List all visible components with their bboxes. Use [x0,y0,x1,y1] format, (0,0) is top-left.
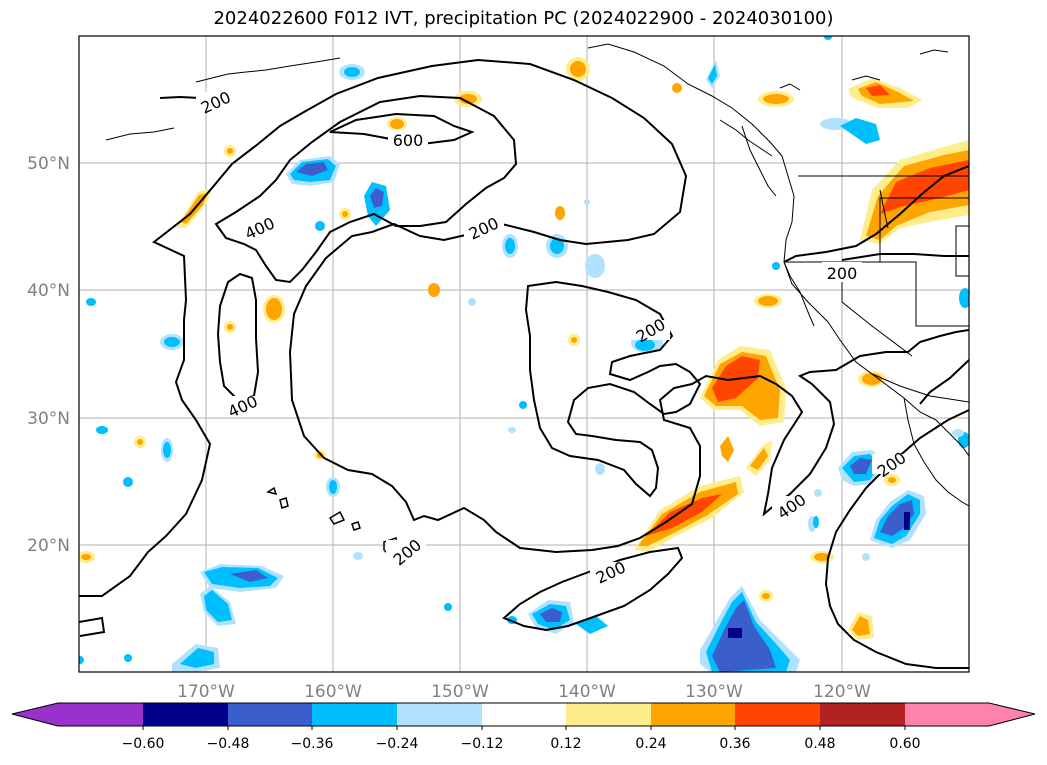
lat-label: 20°N [27,536,70,556]
map-frame [78,35,970,673]
colorbar-segment [482,703,566,726]
colorbar-tick-label: 0.36 [719,736,750,752]
colorbar-tick-label: 0.24 [635,736,666,752]
colorbar-tick-label: −0.48 [207,736,250,752]
colorbar: −0.60 −0.48 −0.36 −0.24 −0.12 0.12 0.24 … [11,702,1036,752]
colorbar-tick-label: −0.24 [376,736,419,752]
colorbar-tick-label: −0.60 [122,736,165,752]
ivt-contours [79,58,969,669]
lon-label: 140°W [558,682,616,702]
map-title: 2024022600 F012 IVT, precipitation PC (2… [213,8,834,29]
precip-fill-negative [79,36,969,672]
gridlines [79,36,969,672]
colorbar-segment [905,703,989,726]
colorbar-segment [820,703,905,726]
lat-label: 30°N [27,409,70,429]
lon-label: 160°W [304,682,362,702]
lon-label: 130°W [685,682,743,702]
lon-label: 170°W [177,682,235,702]
lon-label: 120°W [813,682,871,702]
colorbar-segment [651,703,735,726]
hawaii-islands [266,486,399,557]
precip-fill-positive [79,57,969,640]
colorbar-segment [143,703,228,726]
colorbar-segment [58,703,143,726]
colorbar-segment [735,703,820,726]
colorbar-tick-label: 0.12 [550,736,581,752]
lat-label: 40°N [27,281,70,301]
latitude-labels: 50°N 40°N 30°N 20°N [27,154,70,556]
colorbar-tick-label: 0.48 [804,736,835,752]
contour-label: 600 [393,131,424,150]
colorbar-outline [11,702,1036,727]
longitude-labels: 170°W 160°W 150°W 140°W 130°W 120°W [177,682,871,702]
contour-label: 200 [827,264,858,283]
lat-label: 50°N [27,154,70,174]
colorbar-extend-low [12,703,58,726]
colorbar-extend-high [989,703,1035,726]
colorbar-segment [228,703,312,726]
colorbar-segment [312,703,397,726]
colorbar-tick-label: 0.60 [889,736,920,752]
colorbar-tick-label: −0.12 [461,736,504,752]
colorbar-segment [566,703,651,726]
colorbar-tick-label: −0.36 [291,736,334,752]
coastlines [105,43,969,507]
lon-label: 150°W [431,682,489,702]
colorbar-segment [397,703,482,726]
